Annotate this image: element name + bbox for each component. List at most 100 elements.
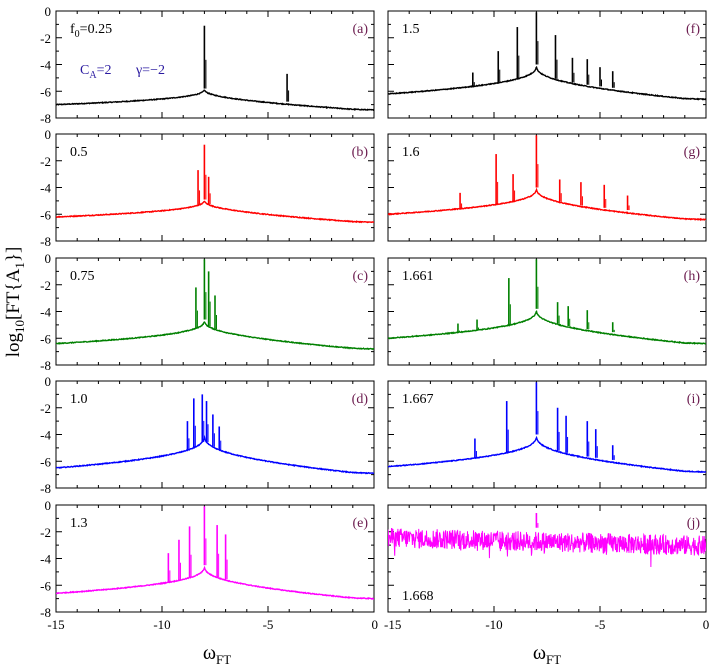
y-axis-title-close: }] <box>3 247 24 262</box>
param-sub: 0 <box>75 29 80 40</box>
panel-frame <box>387 380 707 489</box>
spectrum-line <box>388 435 706 474</box>
x-tick-label: -5 <box>595 617 606 632</box>
panel-tag: (a) <box>352 22 368 37</box>
panel-frame <box>387 133 707 242</box>
x-tick-label: -15 <box>384 617 401 632</box>
ca-annotation: CA=2 <box>80 63 111 81</box>
panel-tag: (f) <box>686 22 700 37</box>
panel-2: 0 -2 -4 -6 -8 0.5 (b) <box>40 127 375 249</box>
panel-8: 1.661 (h) <box>387 257 707 366</box>
y-axis-title-log: log <box>3 333 24 358</box>
spectrum-line <box>56 434 374 475</box>
ca-val: =2 <box>97 63 112 78</box>
panel-frame <box>387 257 707 366</box>
y-tick-label: -6 <box>40 331 51 346</box>
y-tick-label: 0 <box>45 127 52 142</box>
panel-frame <box>387 504 707 613</box>
y-tick-label: -6 <box>40 207 51 222</box>
panel-series <box>56 25 374 112</box>
x-tick-label: -10 <box>153 617 170 632</box>
y-tick-label: -2 <box>40 525 51 540</box>
y-axis-title-sub: 10 <box>12 320 27 333</box>
panel-series <box>56 506 374 600</box>
y-tick-label: -4 <box>40 58 51 73</box>
panel-param-label: 0.75 <box>70 269 95 284</box>
panel-10: -15 -10 -5 0 1.668 (j) <box>384 504 710 632</box>
panel-param-label: 1.661 <box>402 269 434 284</box>
panel-1: 0-2-4-6-8f0=0.25 (a)CA=2 γ=−2 <box>40 4 375 126</box>
gamma-annotation: γ=−2 <box>135 63 165 78</box>
y-tick-label: 0 <box>45 374 52 389</box>
x-axis-title-right-sub: FT <box>546 652 561 665</box>
spectrum-line <box>56 321 374 351</box>
y-tick-label: -4 <box>40 552 51 567</box>
panel-series <box>388 135 706 222</box>
y-tick-label: -6 <box>40 454 51 469</box>
panel-param-label: 1.668 <box>402 589 434 604</box>
x-axis-title-right: ωFT <box>533 642 561 665</box>
x-tick-label: -5 <box>263 617 274 632</box>
y-tick-label: -4 <box>40 181 51 196</box>
y-tick-label: -4 <box>40 428 51 443</box>
y-tick-label: -8 <box>40 234 51 249</box>
x-tick-label: 0 <box>372 617 379 632</box>
panel-5: 0 -2 -4 -6 -8-15 -10 -5 0 1.3 (e) <box>40 498 378 632</box>
y-tick-label: 0 <box>45 4 52 19</box>
x-tick-label: -15 <box>47 617 64 632</box>
panel-tag: (h) <box>684 269 701 284</box>
x-tick-label: 0 <box>703 617 710 632</box>
panel-series <box>56 144 374 224</box>
spectrum-line <box>56 89 374 112</box>
panel-param-label: 1.0 <box>70 392 88 407</box>
y-tick-label: -8 <box>40 481 51 496</box>
spectrum-line <box>388 65 706 101</box>
y-tick-label: -8 <box>40 111 51 126</box>
panel-param-label: 1.667 <box>402 392 434 407</box>
y-tick-label: -8 <box>40 605 51 620</box>
panel-frame <box>387 10 707 119</box>
panel-series <box>56 394 374 475</box>
y-tick-label: -2 <box>40 154 51 169</box>
y-axis-title: log10[FT{A1}] <box>3 247 27 358</box>
spectrum-line <box>388 309 706 345</box>
x-tick-label: -10 <box>485 617 502 632</box>
ca-c: C <box>80 63 89 78</box>
x-axis-title-left: ωFT <box>203 642 231 665</box>
panel-series <box>388 382 706 474</box>
panel-tag: (g) <box>684 145 701 160</box>
x-axis-title-left-sub: FT <box>216 652 231 665</box>
param-value: =0.25 <box>80 22 112 37</box>
panel-4: 0 -2 -4 -6 -8 1.0 (d) <box>40 374 375 496</box>
panel-param-label: 1.3 <box>70 516 88 531</box>
spectrum-line <box>56 200 374 224</box>
y-tick-label: -6 <box>40 84 51 99</box>
y-tick-label: -2 <box>40 278 51 293</box>
panel-tag: (b) <box>352 145 369 160</box>
panels-group: 0-2-4-6-8f0=0.25 (a)CA=2 γ=−20-2-4-6-80.5(… <box>40 4 709 632</box>
panel-param-label: 1.6 <box>402 145 420 160</box>
y-axis-title-ft: [FT{A <box>3 268 24 320</box>
y-tick-label: 0 <box>45 251 52 266</box>
panel-6: 1.5 (f) <box>387 10 707 119</box>
y-tick-label: 0 <box>45 498 52 513</box>
panel-tag: (j) <box>687 516 701 531</box>
panel-tag: (c) <box>352 269 368 284</box>
panel-series <box>388 513 706 568</box>
panel-7: 1.6 (g) <box>387 133 707 242</box>
panel-tag: (i) <box>687 392 701 407</box>
panel-tag: (d) <box>352 392 369 407</box>
panel-param-label: f0=0.25 <box>70 22 112 40</box>
spectrum-line <box>388 527 706 568</box>
panel-series <box>56 259 374 351</box>
panel-series <box>388 12 706 101</box>
panel-9: 1.667 (i) <box>387 380 707 489</box>
y-tick-label: -6 <box>40 578 51 593</box>
panel-series <box>388 259 706 345</box>
panel-3: 0 -2 -4 -6 -8 0.75 (c) <box>40 251 375 373</box>
y-tick-label: -4 <box>40 305 51 320</box>
param-f: f <box>70 22 75 37</box>
y-tick-label: -2 <box>40 31 51 46</box>
panel-tag: (e) <box>352 516 368 531</box>
